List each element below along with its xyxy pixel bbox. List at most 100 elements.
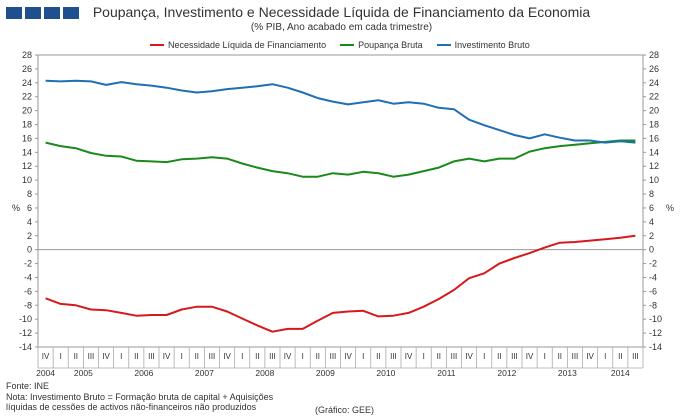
- x-tick-label: III: [330, 352, 337, 361]
- y-tick-label-left: -4: [24, 272, 32, 282]
- footer-source: Fonte: INE: [6, 381, 50, 391]
- y-tick-label-left: 22: [22, 92, 32, 102]
- x-tick-label: II: [134, 352, 138, 361]
- y-tick-label-right: 10: [649, 175, 659, 185]
- plot-frame: [37, 54, 644, 348]
- x-tick-label: II: [376, 352, 380, 361]
- y-tick-label-left: 2: [27, 231, 32, 241]
- y-tick-label-right: 12: [649, 161, 659, 171]
- y-tick-label-left: -8: [24, 300, 32, 310]
- x-tick-label: I: [362, 352, 364, 361]
- x-tick-label: II: [437, 352, 441, 361]
- y-axis-label-left: %: [12, 203, 20, 213]
- x-year-label: 2009: [316, 368, 335, 378]
- legend-item: Poupança Bruta: [340, 40, 423, 50]
- y-tick-label-right: -2: [649, 259, 657, 269]
- y-tick-label-left: 16: [22, 133, 32, 143]
- y-tick-label-right: -6: [649, 286, 657, 296]
- y-tick-label-right: 22: [649, 92, 659, 102]
- y-tick-label-right: 18: [649, 120, 659, 130]
- x-year-label: 2008: [255, 368, 274, 378]
- logo-block: [63, 7, 79, 19]
- legend-item: Investimento Bruto: [436, 40, 530, 50]
- y-tick-label-right: 2: [649, 231, 654, 241]
- y-tick-label-right: 20: [649, 106, 659, 116]
- chart-title: Poupança, Investimento e Necessidade Líq…: [92, 4, 591, 20]
- x-tick-label: II: [255, 352, 259, 361]
- x-tick-label: I: [120, 352, 122, 361]
- y-tick-label-left: -14: [19, 342, 32, 352]
- x-tick-label: III: [148, 352, 155, 361]
- x-tick-label: III: [390, 352, 397, 361]
- y-tick-label-left: 18: [22, 120, 32, 130]
- y-tick-label-left: 28: [22, 50, 32, 60]
- logo-block: [6, 7, 22, 19]
- x-year-label: 2012: [497, 368, 516, 378]
- logo-block: [44, 7, 60, 19]
- footer-note-continued: líquidas de cessões de activos não-finan…: [6, 402, 257, 412]
- legend-label: Poupança Bruta: [358, 40, 423, 50]
- x-tick-label: I: [483, 352, 485, 361]
- brand-logo: [6, 7, 79, 19]
- legend-item: Necessidade Líquida de Financiamento: [150, 40, 326, 50]
- x-tick-label: II: [618, 352, 622, 361]
- x-tick-label: IV: [465, 352, 473, 361]
- x-tick-label: IV: [586, 352, 594, 361]
- y-tick-label-right: -8: [649, 300, 657, 310]
- y-tick-label-left: 12: [22, 161, 32, 171]
- y-tick-label-right: 4: [649, 217, 654, 227]
- legend-label: Necessidade Líquida de Financiamento: [168, 40, 327, 50]
- x-tick-label: IV: [223, 352, 231, 361]
- chart-legend: Necessidade Líquida de Financiamento Pou…: [150, 40, 530, 50]
- x-tick-label: I: [302, 352, 304, 361]
- y-tick-label-left: 4: [27, 217, 32, 227]
- x-tick-label: IV: [526, 352, 534, 361]
- x-year-label: 2011: [437, 368, 456, 378]
- x-tick-label: IV: [42, 352, 50, 361]
- y-tick-label-left: -2: [24, 259, 32, 269]
- y-tick-label-right: -4: [649, 272, 657, 282]
- x-year-label: 2013: [558, 368, 577, 378]
- x-tick-label: III: [451, 352, 458, 361]
- y-tick-label-left: 6: [27, 203, 32, 213]
- x-year-label: 2010: [376, 368, 395, 378]
- legend-swatch: [340, 44, 355, 46]
- x-year-label: 2006: [134, 368, 153, 378]
- x-tick-label: III: [572, 352, 579, 361]
- y-tick-label-right: 26: [649, 64, 659, 74]
- x-year-label: 2005: [74, 368, 93, 378]
- x-tick-label: I: [181, 352, 183, 361]
- series-line-0: [45, 234, 636, 333]
- x-tick-label: III: [269, 352, 276, 361]
- x-tick-label: II: [497, 352, 501, 361]
- y-tick-label-left: -10: [19, 314, 32, 324]
- y-tick-label-left: 24: [22, 78, 32, 88]
- x-tick-label: I: [241, 352, 243, 361]
- x-tick-label: III: [209, 352, 216, 361]
- series-line-1: [45, 139, 636, 178]
- y-tick-label-right: 16: [649, 133, 659, 143]
- x-tick-label: II: [316, 352, 320, 361]
- x-tick-label: IV: [344, 352, 352, 361]
- x-tick-label: IV: [284, 352, 292, 361]
- y-axis-label-right: %: [666, 203, 674, 213]
- y-tick-label-right: 28: [649, 50, 659, 60]
- x-tick-label: I: [60, 352, 62, 361]
- y-tick-label-left: -6: [24, 286, 32, 296]
- x-tick-label: III: [511, 352, 518, 361]
- x-tick-label: II: [74, 352, 78, 361]
- x-tick-label: III: [88, 352, 95, 361]
- x-year-label: 2014: [611, 368, 630, 378]
- logo-block: [25, 7, 41, 19]
- legend-label: Investimento Bruto: [454, 40, 530, 50]
- legend-swatch: [436, 44, 451, 46]
- legend-swatch: [150, 44, 164, 46]
- x-year-label: 2004: [36, 368, 55, 378]
- x-tick-label: IV: [163, 352, 171, 361]
- chart-subtitle: (% PIB, Ano acabado em cada trimestre): [250, 22, 433, 33]
- x-tick-label: I: [544, 352, 546, 361]
- x-year-label: 2007: [195, 368, 214, 378]
- footer-note: Nota: Investimento Bruto = Formação brut…: [6, 392, 274, 402]
- y-tick-label-right: 6: [649, 203, 654, 213]
- x-tick-label: IV: [405, 352, 413, 361]
